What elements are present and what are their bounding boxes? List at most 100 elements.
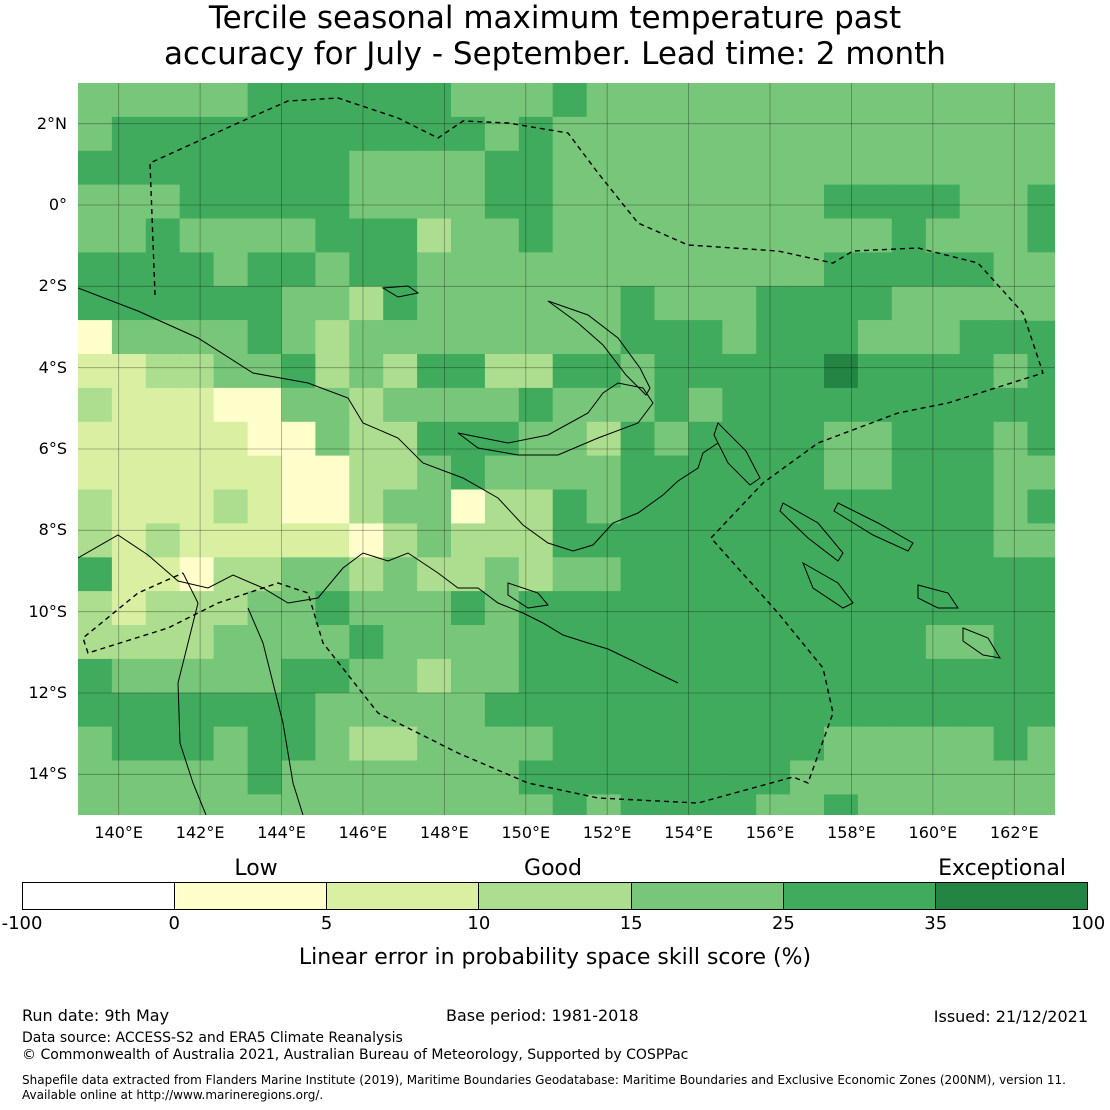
grid-cell [247, 726, 283, 762]
grid-cell [247, 387, 283, 423]
latitude-label: 14°S [28, 764, 67, 784]
grid-cell [1027, 760, 1055, 795]
grid-cell [790, 320, 825, 355]
grid-cell [993, 760, 1029, 795]
grid-cell [78, 286, 113, 321]
grid-cell [213, 184, 249, 220]
grid-cell [620, 354, 656, 389]
grid-cell [552, 116, 588, 152]
grid-cell [518, 116, 554, 152]
grid-cell [756, 625, 791, 660]
colorbar-segment [23, 883, 175, 909]
grid-cell [756, 150, 791, 186]
colorbar-label: Linear error in probability space skill … [298, 945, 812, 970]
grid-cell [756, 387, 791, 423]
grid-cell [586, 150, 622, 186]
grid-cell [78, 692, 113, 728]
grid-cell [756, 184, 791, 220]
grid-cell [417, 455, 452, 491]
grid-cell [925, 252, 961, 287]
longitude-label: 146°E [338, 823, 388, 842]
grid-cell [349, 557, 384, 592]
grid-cell [959, 489, 995, 524]
grid-cell [451, 591, 486, 626]
grid-cell [315, 184, 350, 220]
colorbar-tick-label: 15 [619, 913, 643, 934]
grid-cell [654, 83, 689, 118]
grid-cell [281, 658, 316, 694]
grid-cell [1027, 625, 1055, 660]
grid-cell [620, 116, 656, 152]
grid-cell [145, 286, 181, 321]
grid-cell [552, 455, 588, 491]
grid-cell [620, 625, 656, 660]
grid-cell [213, 523, 249, 558]
grid-cell [145, 252, 181, 287]
grid-cell [484, 184, 520, 220]
grid-cell [586, 726, 622, 762]
solomon-islands-4 [917, 584, 959, 609]
grid-cell [349, 387, 384, 423]
grid-cell [688, 557, 723, 592]
grid-cell [451, 726, 486, 762]
grid-cell [179, 692, 215, 728]
grid-cell [484, 286, 520, 321]
grid-cell [247, 150, 283, 186]
grid-cell [891, 320, 927, 355]
grid-cell [315, 354, 350, 389]
grid-cell [790, 184, 825, 220]
eez-outline [82, 97, 1044, 804]
grid-cell [247, 286, 283, 321]
grid-cell [993, 116, 1029, 152]
grid-cell [145, 523, 181, 558]
grid-cell [925, 83, 961, 118]
grid-cell [857, 421, 893, 457]
grid-cell [78, 387, 113, 423]
grid-cell [179, 794, 215, 815]
grid-cell [145, 218, 181, 253]
chart-title: Tercile seasonal maximum temperature pas… [0, 0, 1110, 72]
grid-cell [824, 83, 859, 118]
grid-cell [824, 387, 859, 423]
grid-cell [654, 726, 689, 762]
grid-cell [281, 625, 316, 660]
grid-cell [925, 794, 961, 815]
grid-cell [213, 286, 249, 321]
grid-cell [1027, 794, 1055, 815]
grid-cell [145, 692, 181, 728]
grid-cell [857, 286, 893, 321]
longitude-label: 148°E [420, 823, 469, 842]
grid-cell [417, 184, 452, 220]
grid-cell [722, 625, 757, 660]
grid-cell [688, 591, 723, 626]
grid-cell [925, 286, 961, 321]
grid-cell [552, 726, 588, 762]
grid-cell [891, 591, 927, 626]
grid-cell [790, 455, 825, 491]
grid-cell [179, 421, 215, 457]
grid-cell [247, 523, 283, 558]
colorbar-segment [630, 883, 783, 909]
grid-cell [281, 421, 316, 457]
grid-cell [620, 421, 656, 457]
grid-cell [518, 387, 554, 423]
grid-cell [78, 455, 113, 491]
grid-cell [281, 794, 316, 815]
grid-cell [654, 489, 689, 524]
grid-cell [857, 83, 893, 118]
grid-cell [1027, 387, 1055, 423]
grid-cell [824, 354, 859, 389]
grid-cell [179, 455, 215, 491]
grid-cell [1027, 150, 1055, 186]
grid-cell [993, 794, 1029, 815]
grid-cell [722, 184, 757, 220]
grid-cell [790, 83, 825, 118]
grid-cell [145, 455, 181, 491]
grid-cell [417, 286, 452, 321]
grid-cell [484, 591, 520, 626]
grid-cell [586, 523, 622, 558]
grid-cell [925, 455, 961, 491]
grid-cell [315, 625, 350, 660]
grid-cell [518, 354, 554, 389]
grid-cell [857, 116, 893, 152]
